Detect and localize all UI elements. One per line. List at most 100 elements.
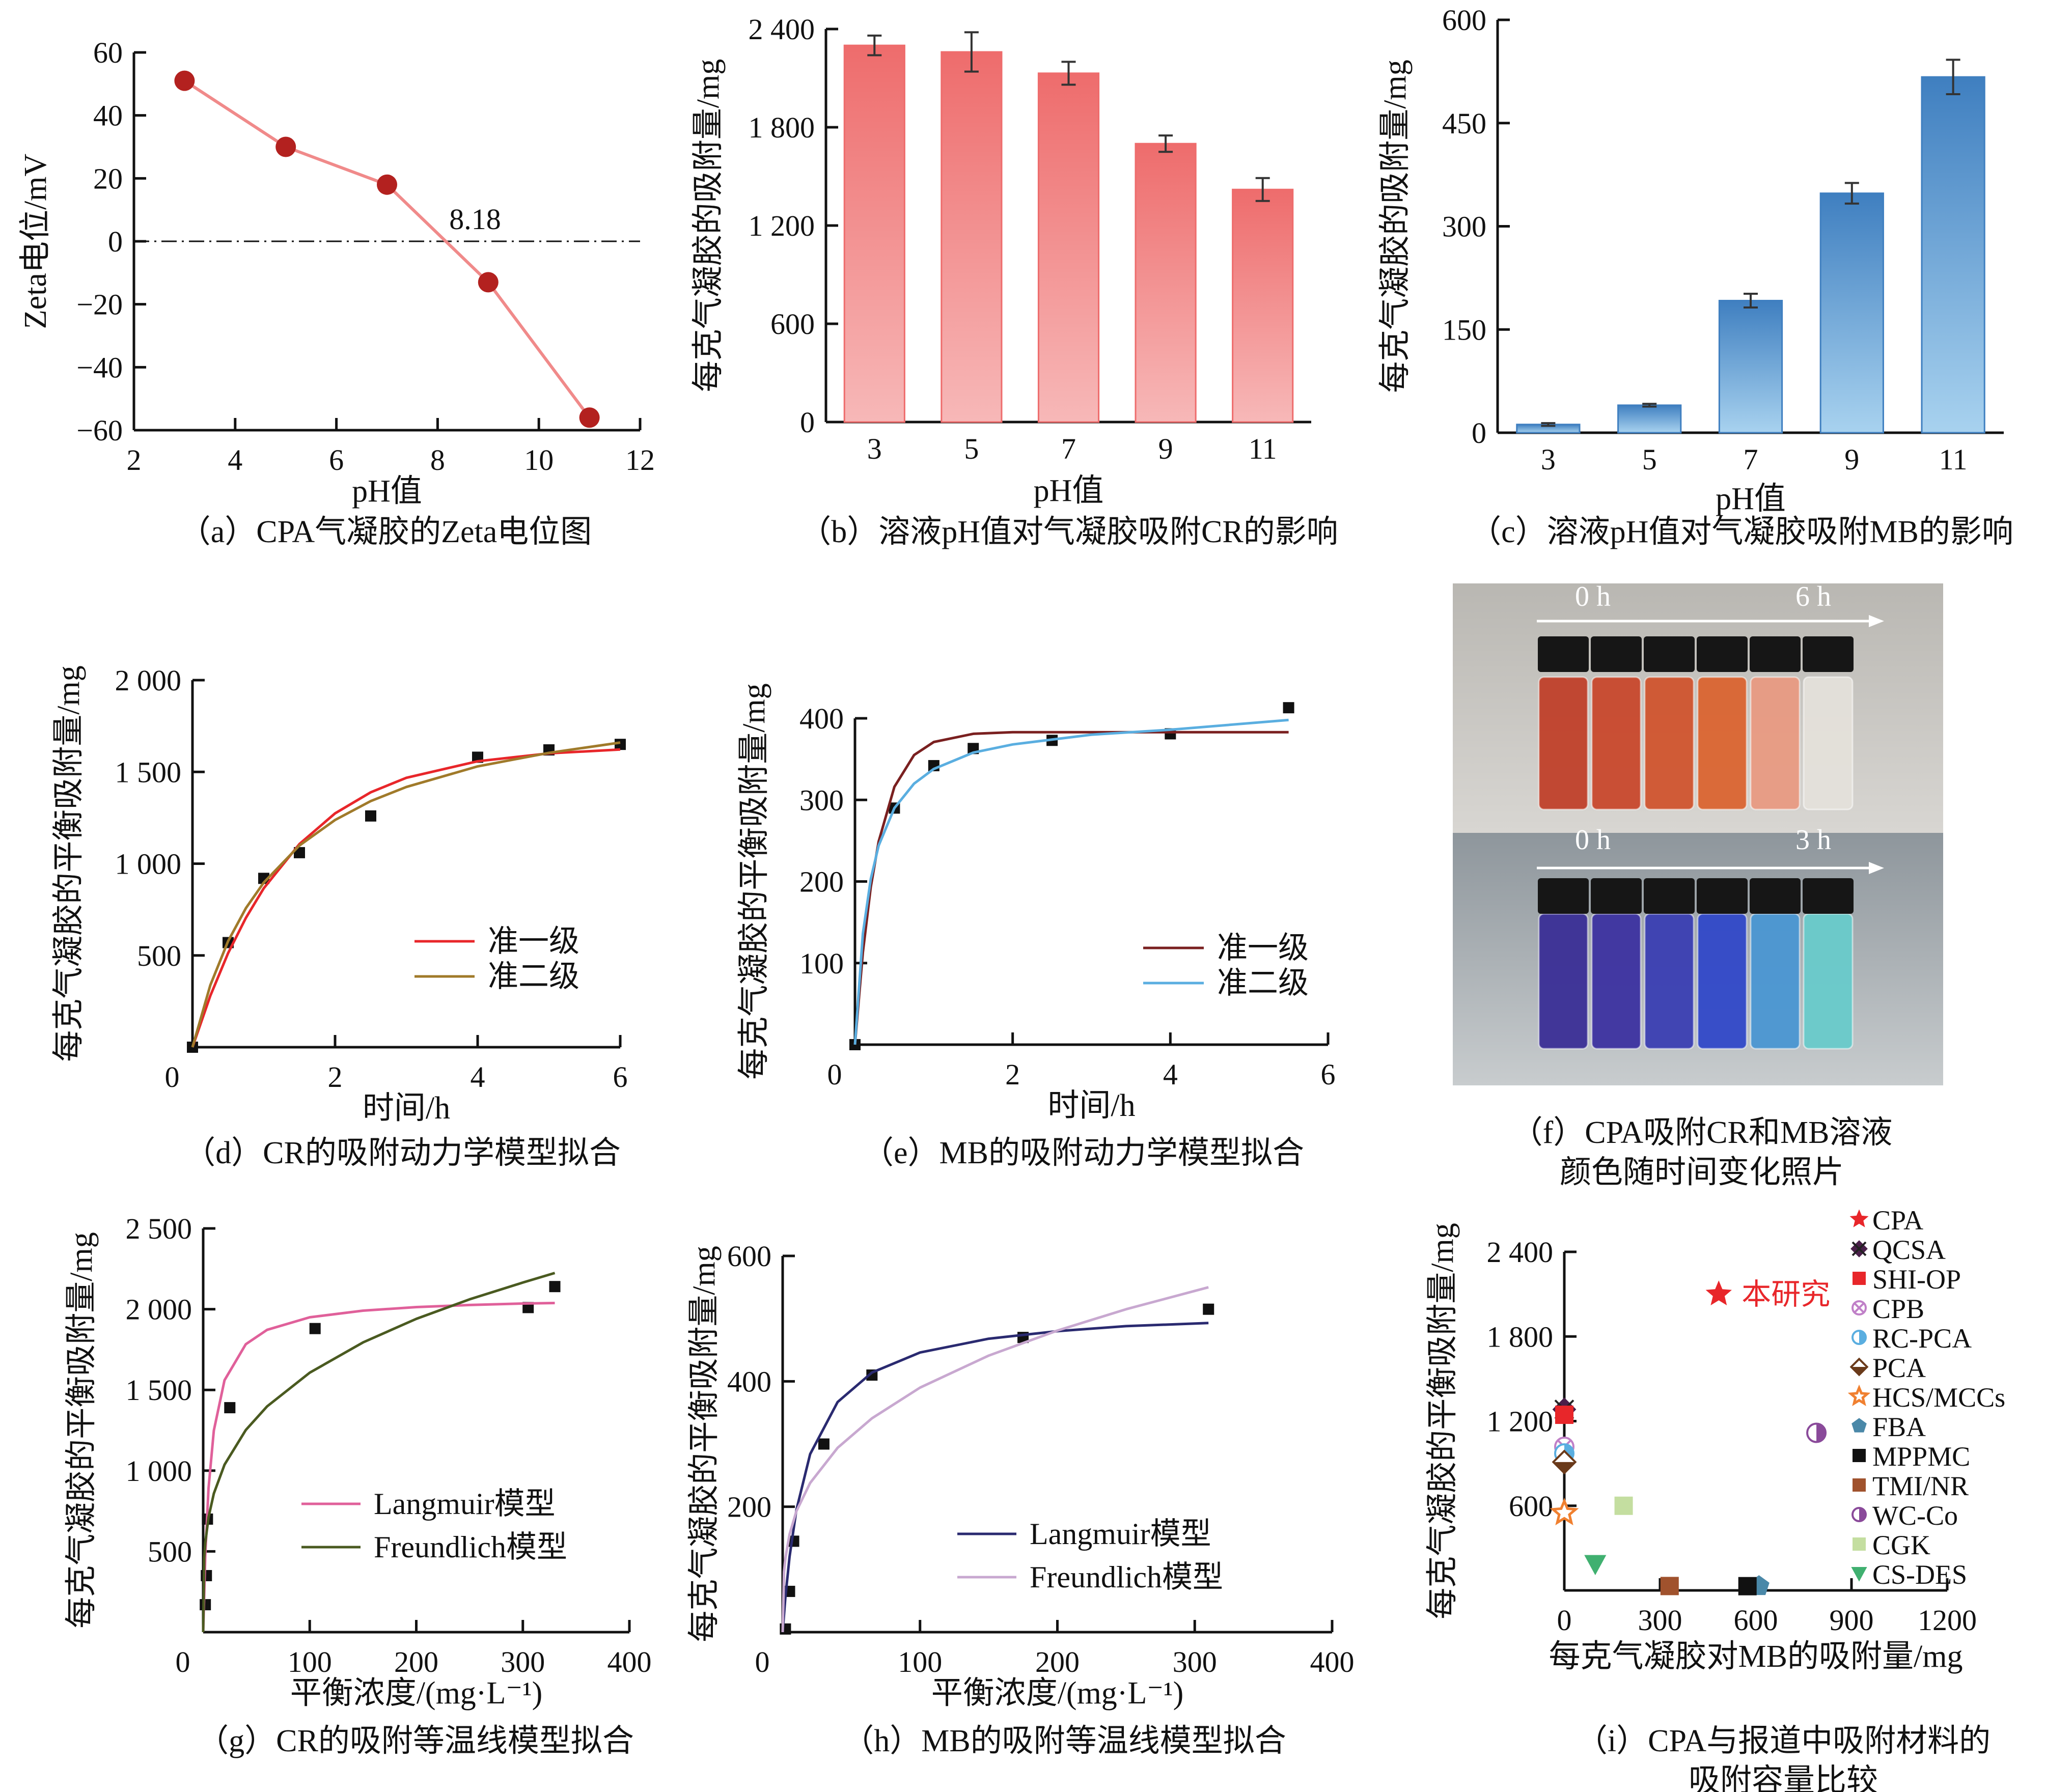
marker-star [1849,1209,1869,1227]
y-tick-label: 1 800 [1487,1320,1554,1353]
series-line [202,1272,556,1633]
marker-halfcircle [1851,1330,1867,1345]
x-tick-label: 9 [1158,432,1173,465]
y-axis-label: 每克气凝胶的吸附量/mg [691,59,726,392]
chart-d: 500 1 000 1 500 2 000 0 2 4 6 时间/h 每克气凝胶的平衡吸附量/mg… [51,664,628,1170]
y-tick-label: 400 [799,702,844,735]
x-tick-label: 7 [1744,443,1758,476]
series-line [191,748,621,1048]
x-axis-label: pH值 [1716,482,1786,516]
y-tick-label: 2 500 [126,1212,192,1245]
marker-circle [174,70,195,91]
marker-square [224,1402,236,1414]
caption: 吸附容量比较 [1689,1763,1878,1792]
y-tick-label: 1 000 [115,848,182,881]
marker-square [1660,1577,1679,1595]
caption: （g）CR的吸附等温线模型拟合 [197,1724,634,1758]
chart-i: 600 1 200 1 800 2 400 0 300 600 900 1200每克气凝胶对MB… [1425,1205,2005,1792]
x-tick-label: 300 [1173,1645,1217,1678]
marker-halfcircle [1851,1507,1867,1522]
caption: （h）MB的吸附等温线模型拟合 [842,1724,1286,1758]
marker-tridown [1584,1555,1607,1576]
vial-liquid [1698,677,1747,809]
x-tick-label: 5 [964,432,979,465]
x-axis-label: 每克气凝胶对MB的吸附量/mg [1549,1639,1963,1674]
marker-square [365,810,376,822]
legend-label: Langmuir模型 [374,1487,556,1521]
x-tick-label: 11 [1249,432,1277,465]
x-tick-label: 100 [898,1645,942,1678]
legend-label: CPB [1872,1294,1924,1324]
marker-star [1705,1280,1732,1305]
time-start-label: 0 h [1575,824,1611,856]
x-tick-label: 4 [471,1060,485,1094]
vial-cap [1644,636,1695,672]
legend-label: Freundlich模型 [1030,1560,1223,1594]
bar [1037,72,1100,423]
error-bar [1541,422,1556,427]
photo-bottom: 0 h 3 h [1453,824,1943,1085]
vial-cap [1591,636,1642,672]
x-tick-label: 200 [1035,1645,1080,1678]
legend-label: 准二级 [488,960,579,993]
chart-e: 100 200 300 400 0 2 4 6 时间/h 每克气凝胶的平衡吸附量/mg （e）MB的… [737,683,1336,1170]
series-line [183,79,591,419]
y-tick-label: 1 000 [126,1454,192,1488]
legend-label: WC-Co [1872,1500,1958,1531]
vial-liquid [1751,677,1800,809]
vial-cap [1591,878,1642,914]
legend-label: QCSA [1872,1235,1946,1265]
series-line [202,1302,555,1633]
series-line [781,1322,1209,1633]
legend-label: 准二级 [1217,966,1309,1000]
arrow-head-icon [1869,862,1884,874]
vial-glass [1803,676,1854,810]
marker-square [1555,1406,1573,1424]
error-bar [964,31,979,73]
series-line [853,718,1289,1045]
y-tick-label: 450 [1442,107,1486,140]
y-tick-label: 1 500 [126,1374,192,1407]
marker-square [1853,1537,1866,1551]
vial-liquid [1539,914,1588,1049]
marker-square [309,1323,321,1334]
bar [941,51,1003,423]
vial-cap [1697,878,1748,914]
y-axis-label: 每克气凝胶的平衡吸附量/mg [737,683,771,1079]
x-tick-label: 2 [127,443,142,477]
y-tick-label: 0 [1472,416,1486,450]
vial-glass [1697,676,1748,810]
x-axis-label: 平衡浓度/(mg·L⁻¹) [931,1676,1184,1711]
x-tick-label: 0 [827,1058,842,1091]
marker-circle [579,407,600,428]
vial-cap [1750,878,1801,914]
x-tick-label: 3 [867,432,882,465]
x-axis-label: pH值 [352,474,422,509]
vial-liquid [1645,677,1694,809]
x-tick-label: 6 [329,443,344,477]
vial-cap [1750,636,1801,672]
vial-cap [1538,636,1589,672]
legend-label: CGK [1872,1530,1930,1560]
x-tick-label: 400 [1310,1645,1355,1678]
x-tick-label: 0 [165,1060,180,1094]
vial-liquid [1698,914,1747,1049]
legend-label: TMI/NR [1872,1471,1969,1501]
x-tick-label: 10 [524,443,554,477]
vial-liquid [1539,677,1588,809]
legend-label: HCS/MCCs [1872,1382,2005,1413]
marker-halfcircle [1806,1422,1827,1443]
bar [1819,192,1884,434]
photo-top: 0 h 6 h [1453,581,1943,833]
vial-liquid [1804,677,1853,809]
y-tick-label: 2 400 [749,13,815,46]
error-bar [1158,134,1173,153]
x-axis-label: pH值 [1034,473,1104,508]
vial-liquid [1804,914,1853,1049]
x-axis-label: 时间/h [1047,1088,1135,1123]
caption: 颜色随时间变化照片 [1560,1155,1844,1190]
y-tick-label: 0 [108,225,123,258]
marker-xdiamond [1850,1240,1868,1257]
legend-label: Freundlich模型 [374,1530,567,1564]
y-tick-label: 100 [799,947,844,980]
